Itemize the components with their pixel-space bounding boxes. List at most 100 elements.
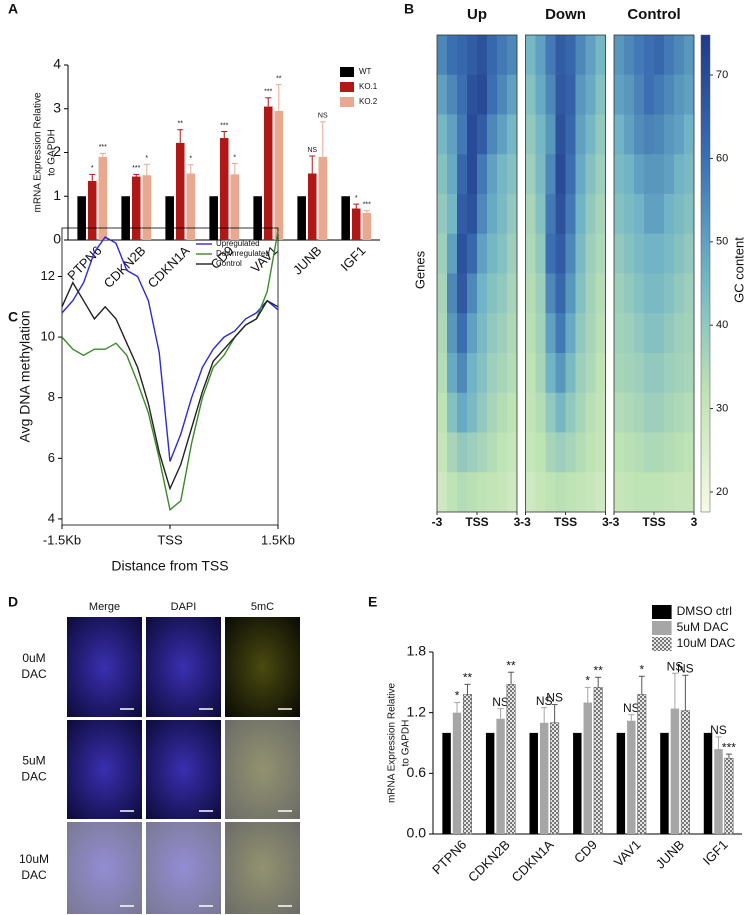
heat-cell bbox=[575, 194, 586, 235]
heat-cell bbox=[487, 154, 498, 195]
row-label: 0uM bbox=[22, 651, 45, 665]
heat-cell bbox=[457, 154, 468, 195]
heat-cell bbox=[487, 273, 498, 314]
heat-cell bbox=[507, 472, 518, 513]
legend-swatch bbox=[652, 637, 672, 651]
bar bbox=[219, 138, 229, 240]
heat-cell bbox=[664, 233, 675, 274]
y-tick-label: 1 bbox=[53, 187, 61, 203]
heat-cell bbox=[525, 74, 536, 115]
heat-cell bbox=[674, 472, 685, 513]
heat-cell bbox=[535, 233, 546, 274]
heat-cell bbox=[447, 353, 458, 394]
heat-cell bbox=[565, 313, 576, 354]
heat-cell bbox=[684, 432, 695, 473]
heat-cell bbox=[654, 313, 665, 354]
heat-cell bbox=[467, 35, 478, 76]
heat-cell bbox=[525, 353, 536, 394]
heat-cell bbox=[654, 273, 665, 314]
heat-cell bbox=[487, 472, 498, 513]
x-tick-label: 3 bbox=[602, 515, 609, 529]
heat-cell bbox=[634, 432, 645, 473]
significance-label: * bbox=[355, 195, 358, 202]
heat-cell bbox=[614, 392, 625, 433]
column-header: 5mC bbox=[251, 601, 274, 613]
heat-cell bbox=[565, 273, 576, 314]
heat-cell bbox=[497, 35, 508, 76]
x-tick-label: TSS bbox=[157, 532, 183, 547]
micrograph bbox=[225, 720, 300, 819]
panel-label: B bbox=[404, 1, 414, 17]
bar bbox=[121, 196, 130, 240]
heat-cell bbox=[555, 392, 566, 433]
heat-cell bbox=[477, 432, 488, 473]
panel-label: C bbox=[8, 309, 18, 325]
y-tick-label: 4 bbox=[48, 510, 55, 525]
micrograph bbox=[146, 617, 221, 717]
heat-cell bbox=[664, 472, 675, 513]
heat-cell bbox=[437, 273, 448, 314]
x-tick-label: TSS bbox=[642, 515, 665, 529]
legend-label: DMSO ctrl bbox=[677, 604, 732, 618]
heat-cell bbox=[624, 353, 635, 394]
heat-cell bbox=[565, 35, 576, 76]
significance-label: ** bbox=[178, 121, 184, 128]
heat-cell bbox=[467, 114, 478, 155]
error-bar bbox=[671, 672, 678, 709]
heat-cell bbox=[664, 74, 675, 115]
y-tick-label: 0.6 bbox=[407, 764, 427, 780]
colorbar-tick-label: 40 bbox=[716, 319, 728, 331]
heat-cell bbox=[487, 313, 498, 354]
heat-cell bbox=[664, 35, 675, 76]
heat-cell bbox=[497, 273, 508, 314]
error-bar bbox=[187, 164, 194, 174]
heat-cell bbox=[684, 392, 695, 433]
significance-label: ** bbox=[276, 76, 282, 83]
heat-cell bbox=[545, 392, 556, 433]
heat-cell bbox=[595, 392, 606, 433]
heat-cell bbox=[614, 273, 625, 314]
heat-cell bbox=[555, 432, 566, 473]
x-tick-label: -3 bbox=[609, 515, 620, 529]
heat-cell bbox=[664, 114, 675, 155]
heat-cell bbox=[595, 35, 606, 76]
heat-cell bbox=[684, 154, 695, 195]
error-bar bbox=[628, 714, 635, 721]
heat-cell bbox=[535, 74, 546, 115]
heat-cell bbox=[644, 472, 655, 513]
bar bbox=[670, 708, 680, 834]
heat-cell bbox=[634, 233, 645, 274]
heat-cell bbox=[467, 154, 478, 195]
heat-cell bbox=[575, 472, 586, 513]
heat-cell bbox=[565, 194, 576, 235]
heat-cell bbox=[447, 392, 458, 433]
heat-cell bbox=[644, 432, 655, 473]
heat-cell bbox=[555, 114, 566, 155]
heat-cell bbox=[525, 392, 536, 433]
bar bbox=[307, 173, 317, 240]
y-tick-label: 0.0 bbox=[407, 825, 427, 841]
heat-cell bbox=[664, 154, 675, 195]
heat-cell bbox=[487, 114, 498, 155]
heat-cell bbox=[555, 313, 566, 354]
heat-cell bbox=[507, 74, 518, 115]
heat-cell bbox=[644, 114, 655, 155]
error-bar bbox=[638, 675, 645, 695]
heat-cell bbox=[555, 35, 566, 76]
heat-cell bbox=[674, 114, 685, 155]
heat-cell bbox=[585, 114, 596, 155]
y-axis-label: Avg DNA methylation bbox=[17, 310, 33, 442]
heat-cell bbox=[525, 194, 536, 235]
heat-cell bbox=[644, 35, 655, 76]
heat-cell bbox=[467, 313, 478, 354]
x-tick-label: JUNB bbox=[653, 837, 688, 872]
x-axis-label: Distance from TSS bbox=[111, 558, 228, 574]
heat-cell bbox=[595, 432, 606, 473]
column-header: DAPI bbox=[171, 601, 197, 613]
significance-label: NS bbox=[318, 113, 328, 120]
heat-cell bbox=[497, 194, 508, 235]
significance-label: *** bbox=[220, 122, 228, 129]
x-tick-label: JUNB bbox=[290, 243, 325, 278]
line-series bbox=[61, 236, 279, 462]
y-tick-label: 12 bbox=[41, 268, 55, 283]
